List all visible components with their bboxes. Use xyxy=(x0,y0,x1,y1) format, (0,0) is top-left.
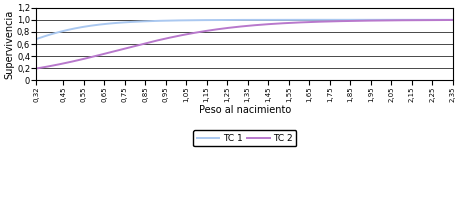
TC 2 xyxy=(281,22,286,25)
X-axis label: Peso al nacimiento: Peso al nacimiento xyxy=(198,105,290,115)
TC 2 xyxy=(449,19,454,21)
TC 1 xyxy=(34,38,39,40)
TC 2 xyxy=(34,67,39,70)
TC 1 xyxy=(374,19,380,21)
TC 1 xyxy=(281,19,286,21)
TC 1 xyxy=(231,19,236,21)
TC 2 xyxy=(258,23,264,26)
Y-axis label: Supervivencia: Supervivencia xyxy=(4,9,14,79)
TC 2 xyxy=(374,19,380,22)
TC 2 xyxy=(231,26,236,29)
TC 2 xyxy=(234,26,239,28)
TC 1 xyxy=(449,19,454,21)
TC 1 xyxy=(439,19,445,21)
Legend: TC 1, TC 2: TC 1, TC 2 xyxy=(192,130,296,146)
TC 1 xyxy=(234,19,239,21)
TC 1 xyxy=(258,19,264,21)
TC 2 xyxy=(439,19,445,21)
Line: TC 2: TC 2 xyxy=(36,20,452,68)
Line: TC 1: TC 1 xyxy=(36,20,452,39)
